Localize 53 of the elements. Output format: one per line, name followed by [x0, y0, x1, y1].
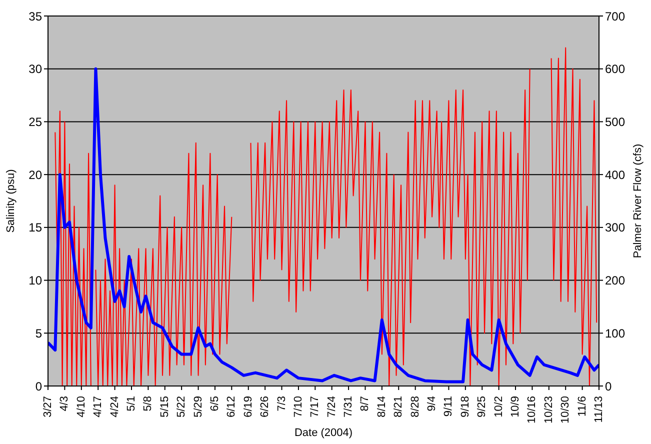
x-tick-label: 11/13 — [593, 396, 605, 423]
x-tick-label: 6/19 — [242, 396, 254, 418]
x-tick-label: 5/8 — [142, 396, 154, 412]
x-tick-label: 10/30 — [560, 396, 572, 424]
x-tick-label: 8/14 — [376, 396, 388, 418]
y-tick-label: 25 — [28, 114, 42, 129]
y-tick-label: 10 — [28, 274, 42, 288]
x-tick-label: 6/12 — [226, 396, 238, 418]
x-tick-label: 10/2 — [492, 396, 505, 418]
x-tick-label: 4/24 — [108, 396, 121, 418]
x-tick-label: 7/17 — [309, 396, 322, 418]
x-tick-label: 11/6 — [576, 396, 588, 417]
y2-tick-label: 0 — [605, 379, 612, 394]
x-tick-label: 10/23 — [542, 396, 555, 424]
y-tick-label: 20 — [28, 168, 42, 182]
y2-tick-label: 500 — [605, 114, 626, 129]
x-tick-label: 5/22 — [176, 396, 188, 418]
x-tick-label: 3/27 — [42, 396, 54, 418]
x-tick-label: 7/3 — [276, 396, 288, 412]
y2-tick-label: 100 — [605, 326, 626, 340]
x-tick-label: 4/3 — [58, 396, 71, 412]
x-tick-label: 9/18 — [459, 396, 472, 418]
x-tick-label: 5/15 — [158, 396, 171, 418]
x-tick-label: 5/1 — [125, 396, 138, 412]
x-tick-label: 8/28 — [409, 396, 422, 418]
x-tick-label: 4/17 — [92, 396, 104, 418]
y2-tick-label: 400 — [605, 168, 626, 182]
x-tick-label: 7/31 — [342, 396, 355, 418]
x-tick-label: 8/21 — [392, 396, 405, 418]
y-tick-label: 0 — [35, 379, 42, 394]
y2-axis-title: Palmer River Flow (cfs) — [632, 144, 644, 258]
y2-tick-label: 300 — [605, 220, 626, 235]
y-axis-title: Salinity (psu) — [4, 169, 17, 233]
x-axis-title: Date (2004) — [294, 427, 353, 439]
x-tick-label: 10/9 — [510, 396, 522, 418]
x-tick-label: 10/16 — [526, 396, 538, 424]
x-tick-label: 4/10 — [75, 396, 88, 418]
x-tick-label: 6/26 — [259, 396, 272, 418]
y-tick-label: 35 — [28, 9, 42, 24]
x-tick-label: 9/25 — [476, 396, 488, 418]
y-tick-label: 30 — [28, 62, 42, 76]
y-tick-label: 5 — [35, 326, 42, 340]
x-tick-label: 5/29 — [192, 396, 204, 418]
x-tick-label: 9/11 — [442, 396, 455, 417]
y2-tick-label: 600 — [605, 62, 626, 76]
x-tick-label: 7/10 — [292, 396, 304, 418]
x-tick-label: 7/24 — [326, 396, 338, 418]
y2-tick-label: 700 — [605, 9, 626, 24]
x-tick-label: 9/4 — [426, 396, 438, 412]
y2-tick-label: 200 — [605, 274, 626, 288]
y-tick-label: 15 — [28, 220, 42, 235]
x-tick-label: 6/5 — [208, 396, 221, 412]
x-tick-label: 8/7 — [359, 396, 372, 412]
